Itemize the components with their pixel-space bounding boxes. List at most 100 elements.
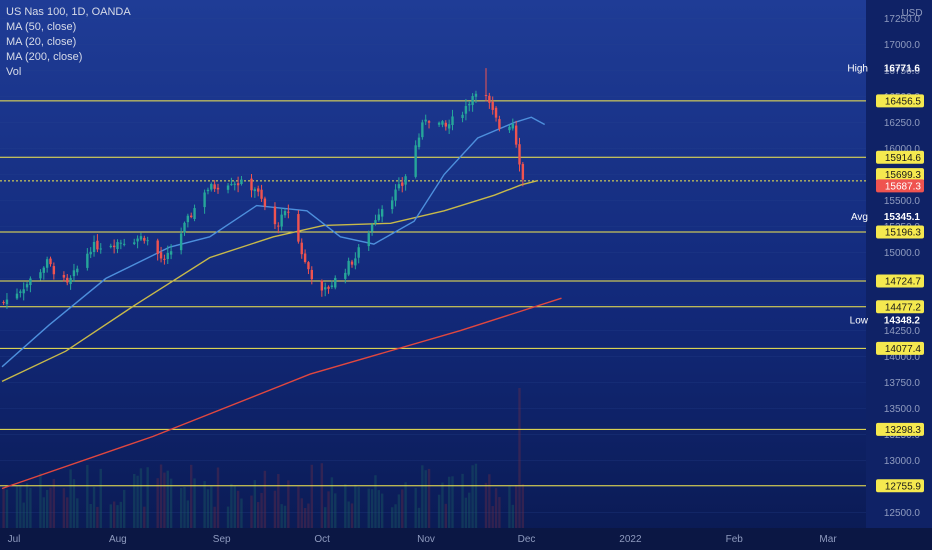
volume-bar <box>404 482 407 528</box>
volume-bar <box>109 504 112 528</box>
candle-body <box>324 287 327 290</box>
candle-body <box>92 241 96 252</box>
x-tick-label: 2022 <box>619 534 642 545</box>
candle-body <box>240 179 243 184</box>
volume-bar <box>511 504 514 528</box>
volume-bar <box>112 501 116 528</box>
candle-body <box>109 245 112 248</box>
volume-bar <box>263 470 267 528</box>
candle-body <box>370 224 374 232</box>
moving-averages <box>1 116 562 490</box>
candle-body <box>193 208 196 220</box>
stat-value: 16771.6 <box>884 64 921 75</box>
candle-body <box>183 222 186 233</box>
candle-body <box>508 126 511 131</box>
candle-body <box>468 103 471 106</box>
volume-bar <box>143 506 146 528</box>
volume-bar <box>521 484 525 528</box>
price-tag <box>876 479 924 493</box>
x-axis-background <box>0 528 932 550</box>
candle-body <box>514 125 518 145</box>
candle-body <box>169 251 173 255</box>
x-axis: Jul Aug Sep Oct Nov Dec 2022 Feb Mar <box>0 528 932 550</box>
candle-body <box>347 260 350 275</box>
candle-body <box>116 242 119 249</box>
volume-bar <box>444 503 447 528</box>
candle-body <box>310 269 313 280</box>
candle-body <box>203 192 206 208</box>
legend-title: US Nas 100, 1D, OANDA <box>6 6 131 18</box>
volume-bar <box>233 485 236 528</box>
candle-body <box>52 266 56 275</box>
volume-bar <box>226 506 230 528</box>
candle-body <box>22 289 25 294</box>
ma50-line <box>1 179 539 383</box>
candles <box>2 68 525 309</box>
candle-body <box>179 233 183 251</box>
candle-body <box>404 176 407 185</box>
x-tick-label: Aug <box>109 534 127 545</box>
candle-body <box>357 247 360 258</box>
x-tick-label: Oct <box>314 534 330 545</box>
horizontal-levels[interactable] <box>0 100 866 487</box>
candle-body <box>42 267 45 273</box>
volume-bar <box>99 468 102 528</box>
volume-bar <box>283 505 287 528</box>
volume-bar <box>163 472 166 528</box>
candle-body <box>320 280 324 291</box>
candle-body <box>39 272 42 279</box>
volume-bar <box>183 486 186 528</box>
volume-bar <box>401 489 404 528</box>
volume-bar <box>461 473 464 528</box>
volume-bar <box>417 507 421 528</box>
candle-body <box>136 238 139 242</box>
price-tag-label: 15196.3 <box>885 227 922 238</box>
candle-body <box>474 93 478 97</box>
candle-body <box>5 299 9 305</box>
y-tick-label: 13000.0 <box>884 456 921 467</box>
y-axis-background <box>866 0 932 528</box>
volume-bar <box>210 486 213 528</box>
x-tick-label: Sep <box>213 534 231 545</box>
volume-bar <box>116 505 119 528</box>
y-tick-label: 15500.0 <box>884 196 921 207</box>
volume-bar <box>394 504 397 528</box>
x-tick-label: Jul <box>8 534 21 545</box>
candle-body <box>123 243 126 245</box>
candle-body <box>206 189 210 192</box>
volume-bar <box>136 475 139 528</box>
y-tick-label: 17250.0 <box>884 14 921 25</box>
legend-study-ma50: MA (50, close) <box>6 21 76 33</box>
volume-bar <box>310 464 313 528</box>
candle-body <box>112 245 116 248</box>
candle-body <box>397 184 401 189</box>
stat-name: Low <box>850 316 869 327</box>
candle-body <box>491 101 494 110</box>
price-tag <box>876 225 924 239</box>
volume-bar <box>350 503 354 528</box>
stat-value: 14348.2 <box>884 316 921 327</box>
candle-body <box>494 107 498 118</box>
stat-name: Avg <box>851 212 868 223</box>
candle-body <box>280 214 283 227</box>
price-tag <box>876 274 924 288</box>
price-tag <box>876 300 924 314</box>
candle-body <box>156 240 159 254</box>
volume-bar <box>25 483 29 528</box>
y-tick-label: 14000.0 <box>884 352 921 363</box>
volume-bar <box>133 473 136 528</box>
volume-bar <box>374 475 377 528</box>
candle-body <box>143 237 146 241</box>
candle-body <box>297 214 300 242</box>
volume-bar <box>427 468 431 528</box>
candle-body <box>159 252 163 259</box>
volume-bar <box>206 489 210 528</box>
volume-bar <box>15 485 19 528</box>
y-tick-label: 16750.0 <box>884 66 921 77</box>
volume-bar <box>297 486 300 528</box>
candle-body <box>350 261 354 265</box>
volume-bar <box>508 486 511 528</box>
volume-bar <box>273 490 277 528</box>
volume-bar <box>303 507 307 528</box>
